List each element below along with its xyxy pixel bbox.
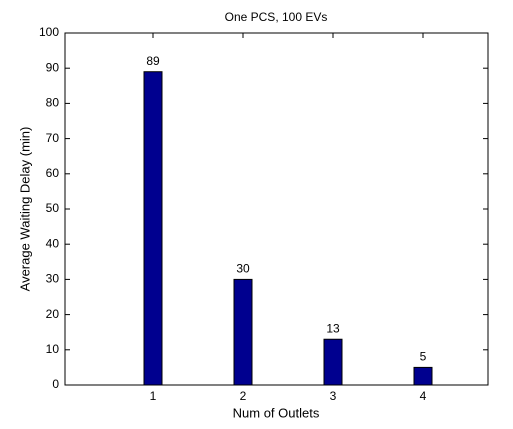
chart-title: One PCS, 100 EVs — [225, 10, 328, 24]
x-tick-label: 1 — [150, 389, 157, 403]
data-label: 5 — [420, 350, 427, 364]
data-label: 89 — [146, 54, 160, 68]
y-tick-label: 50 — [46, 201, 60, 215]
y-tick-label: 20 — [46, 307, 60, 321]
bar — [323, 338, 343, 386]
y-tick-label: 70 — [46, 131, 60, 145]
bar — [413, 366, 433, 386]
y-tick-label: 80 — [46, 96, 60, 110]
y-tick-label: 60 — [46, 166, 60, 180]
y-tick-label: 40 — [46, 236, 60, 250]
x-axis-label: Num of Outlets — [233, 405, 320, 420]
x-tick-label: 2 — [240, 389, 247, 403]
y-tick-label: 90 — [46, 60, 60, 74]
y-tick-label: 0 — [52, 377, 59, 391]
bar — [143, 71, 163, 386]
y-tick-label: 30 — [46, 272, 60, 286]
y-axis-label: Average Waiting Delay (min) — [17, 127, 32, 292]
y-tick-label: 100 — [39, 25, 59, 39]
bar — [233, 278, 253, 386]
x-tick-label: 3 — [330, 389, 337, 403]
data-label: 13 — [326, 321, 340, 335]
data-label: 30 — [236, 262, 250, 276]
y-tick-label: 10 — [46, 342, 60, 356]
x-tick-label: 4 — [420, 389, 427, 403]
